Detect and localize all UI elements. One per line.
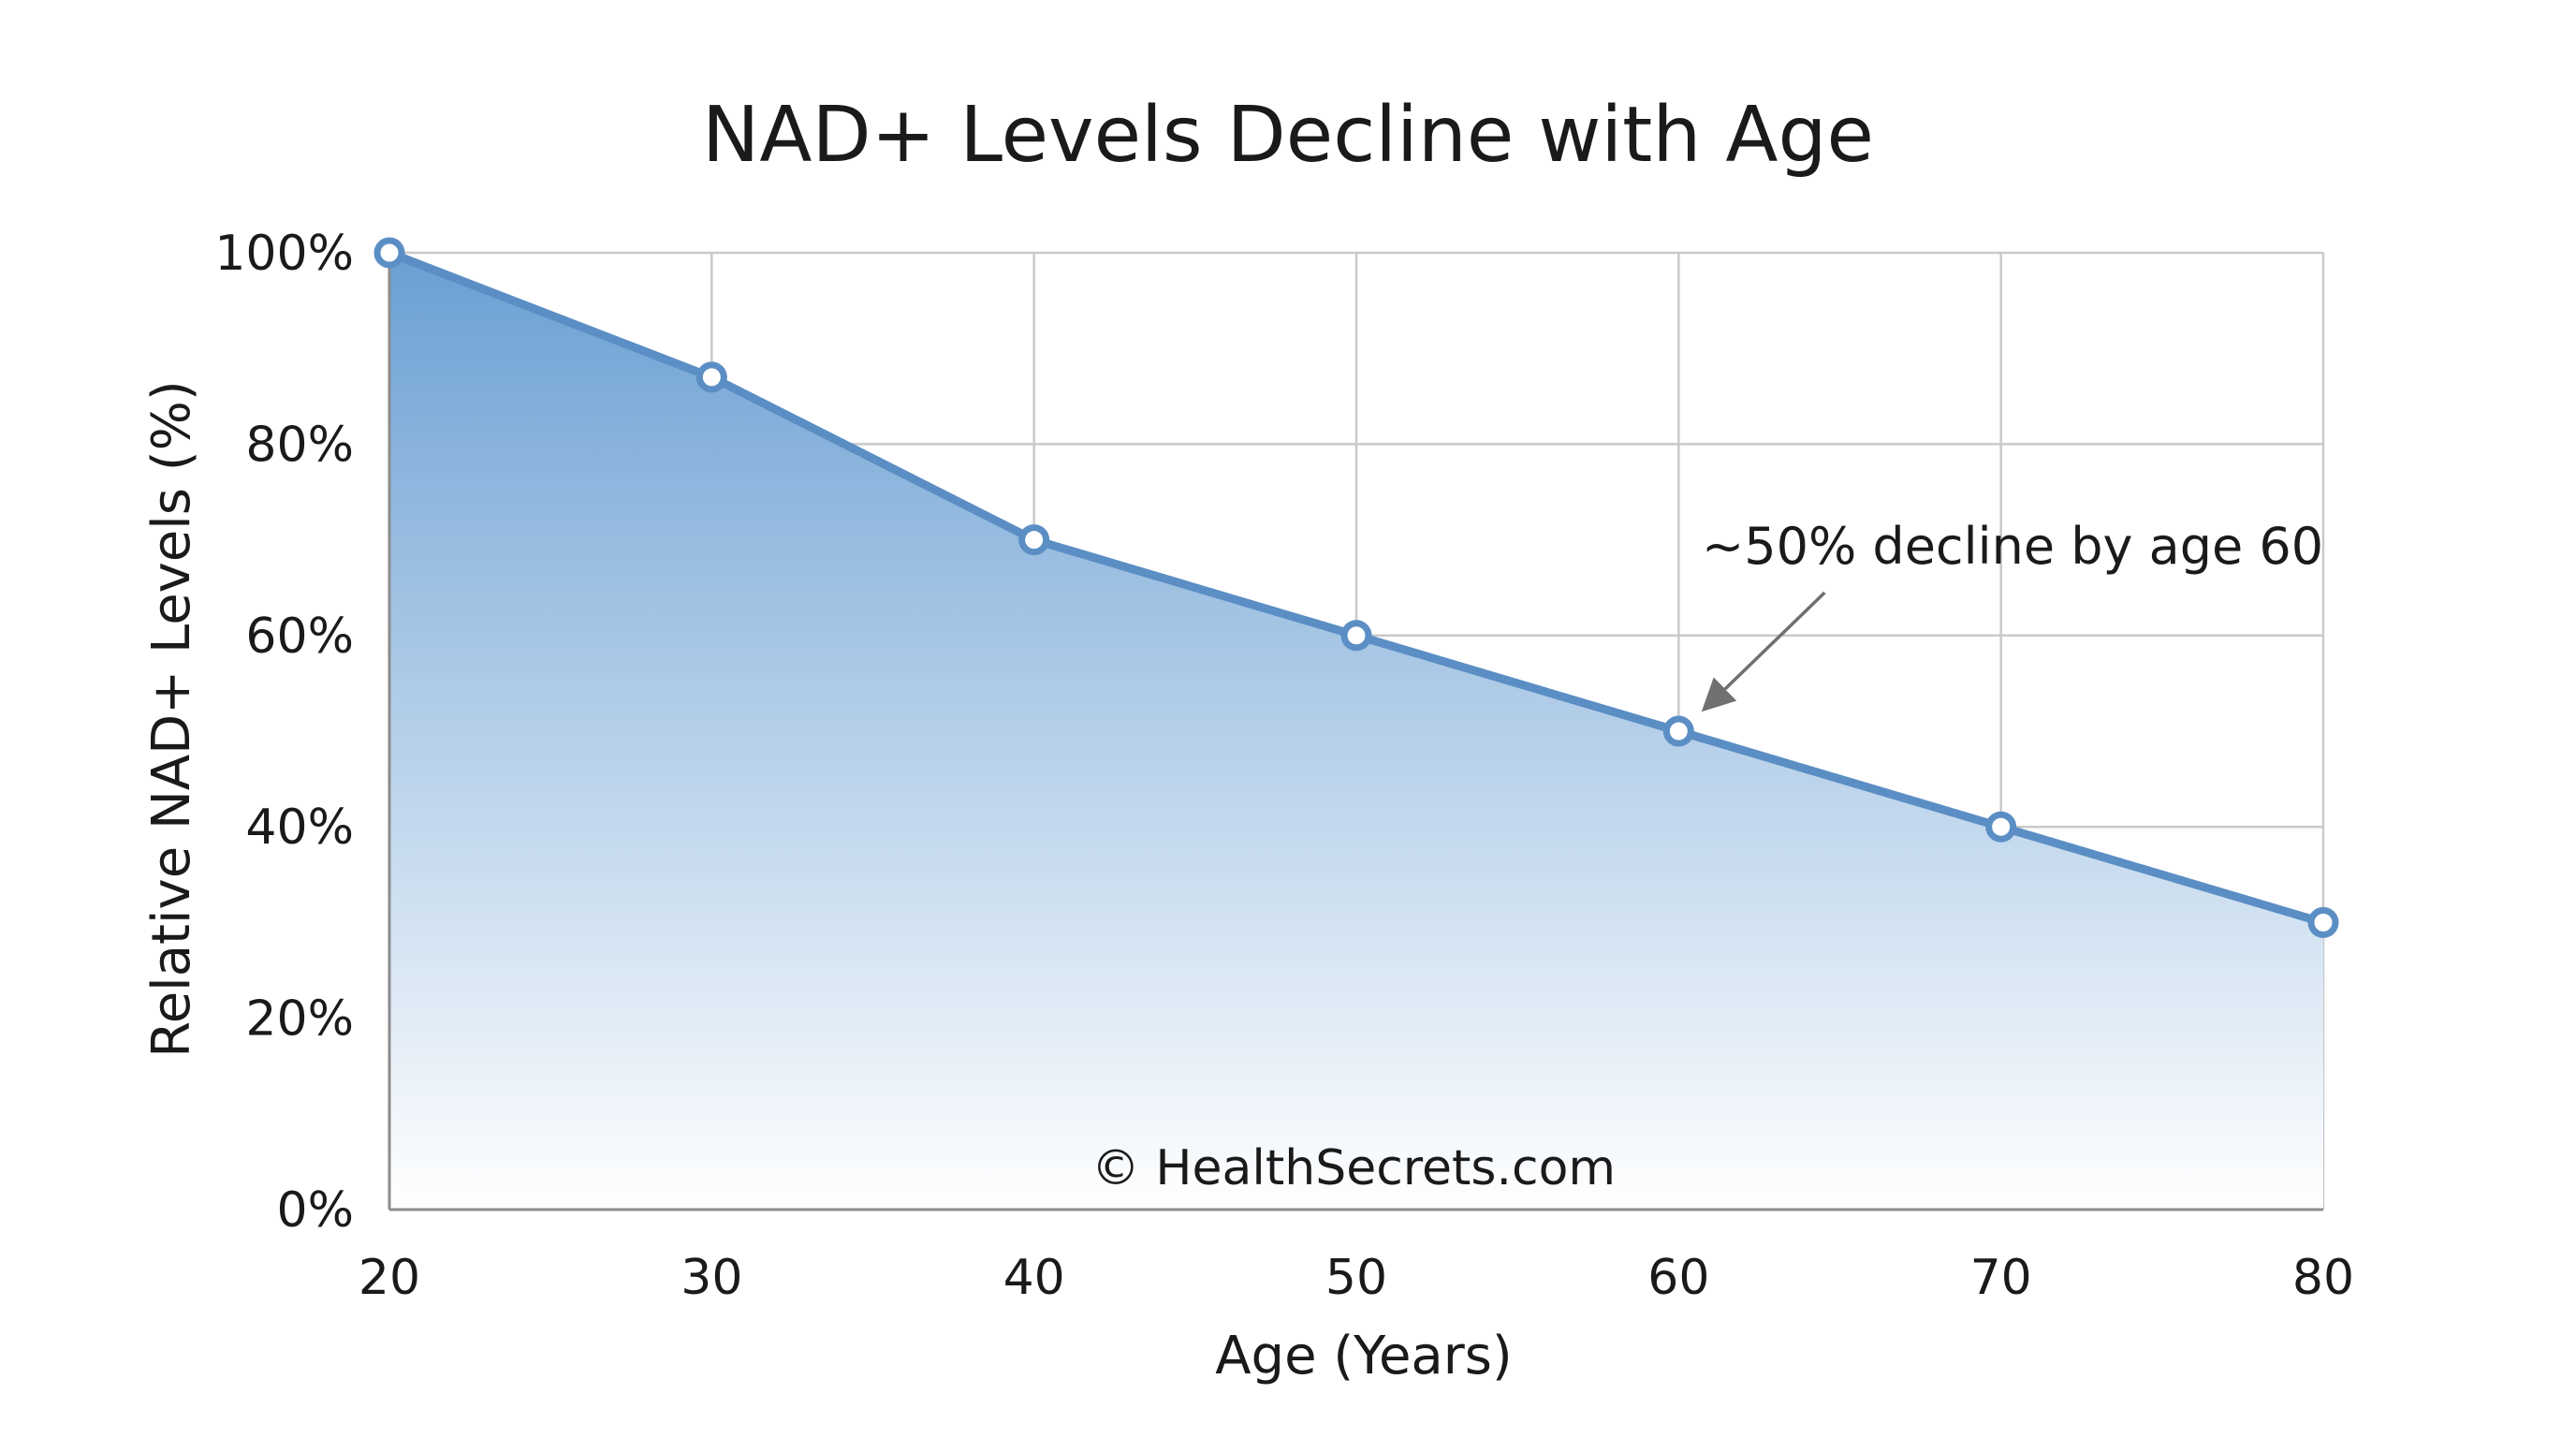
y-tick-label: 40% — [245, 800, 354, 856]
y-tick-label: 80% — [245, 417, 354, 473]
annotation-text: ~50% decline by age 60 — [1702, 517, 2323, 576]
axes — [388, 253, 2323, 1211]
x-tick-label: 30 — [681, 1250, 742, 1306]
x-tick-labels: 20 30 40 50 60 70 80 — [359, 1250, 2354, 1306]
area-fill — [389, 253, 2323, 1210]
x-tick-label: 80 — [2292, 1250, 2354, 1306]
x-tick-label: 40 — [1003, 1250, 1065, 1306]
data-point — [1340, 620, 1372, 652]
y-tick-labels: 0% 20% 40% 60% 80% 100% — [214, 226, 354, 1239]
data-point — [2307, 906, 2339, 938]
data-point — [1985, 811, 2017, 843]
data-point — [373, 237, 405, 269]
data-point — [1018, 524, 1050, 556]
y-tick-label: 20% — [245, 991, 354, 1048]
x-tick-label: 70 — [1970, 1250, 2032, 1306]
y-tick-label: 60% — [245, 609, 354, 665]
y-tick-label: 0% — [277, 1182, 355, 1239]
x-axis-label: Age (Years) — [1215, 1326, 1513, 1387]
y-axis-label: Relative NAD+ Levels (%) — [141, 380, 202, 1057]
x-tick-label: 20 — [359, 1250, 420, 1306]
watermark: © HealthSecrets.com — [1091, 1140, 1616, 1196]
data-point — [695, 361, 727, 393]
x-tick-label: 60 — [1647, 1250, 1709, 1306]
data-points — [373, 237, 2339, 938]
data-point — [1662, 715, 1694, 747]
chart-title: NAD+ Levels Decline with Age — [702, 91, 1874, 180]
x-tick-label: 50 — [1325, 1250, 1387, 1306]
y-tick-label: 100% — [214, 226, 354, 282]
annotation-arrow — [1701, 591, 1826, 712]
